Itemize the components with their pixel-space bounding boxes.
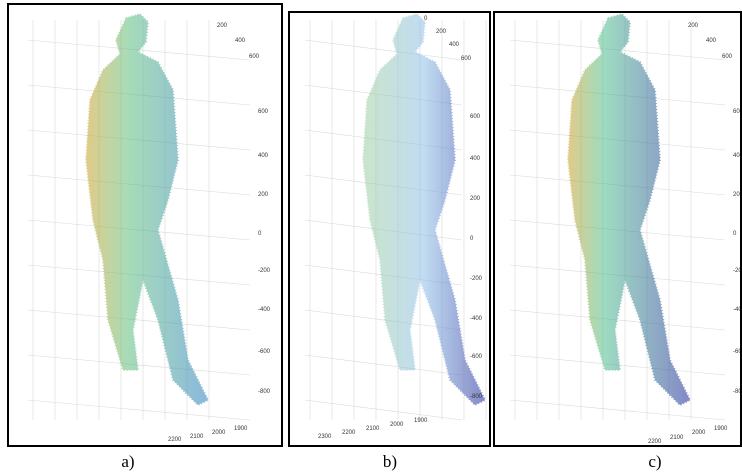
grid-line bbox=[304, 39, 463, 61]
point-cloud bbox=[361, 12, 487, 407]
point-cloud bbox=[84, 12, 210, 407]
z-tick-label: -400 bbox=[733, 307, 742, 313]
y-tick-label: 400 bbox=[449, 42, 460, 48]
z-tick-label: -400 bbox=[470, 316, 483, 322]
z-tick-label: -600 bbox=[258, 349, 271, 355]
grid-line bbox=[509, 309, 726, 331]
y-tick-label: 600 bbox=[249, 54, 260, 60]
y-tick-label: 200 bbox=[436, 29, 447, 35]
x-tick-label: 2100 bbox=[190, 434, 204, 440]
point-cloud bbox=[566, 12, 692, 407]
grid-line bbox=[27, 399, 251, 421]
panel-label: a) bbox=[121, 452, 134, 471]
z-tick-label: 600 bbox=[470, 114, 481, 120]
z-tick-label: 0 bbox=[733, 231, 737, 237]
z-tick-label: 200 bbox=[470, 196, 481, 202]
y-tick-label: 400 bbox=[706, 38, 717, 44]
x-tick-label: 2200 bbox=[342, 430, 356, 436]
z-tick-label: 600 bbox=[733, 109, 742, 115]
x-tick-label: 2300 bbox=[318, 434, 332, 440]
y-tick-label: 400 bbox=[235, 38, 246, 44]
panel: 6004002000-200-400-600-80020040060022002… bbox=[509, 12, 742, 445]
z-tick-label: 400 bbox=[258, 153, 269, 159]
grid-line bbox=[27, 309, 251, 331]
panel-label: b) bbox=[383, 452, 397, 471]
x-tick-label: 1900 bbox=[234, 426, 248, 432]
panel-label: c) bbox=[648, 452, 661, 471]
z-tick-label: 600 bbox=[258, 109, 269, 115]
z-tick-label: 0 bbox=[258, 231, 262, 237]
x-tick-label: 2200 bbox=[168, 437, 182, 443]
z-tick-label: -200 bbox=[733, 268, 742, 274]
panel-border bbox=[288, 11, 491, 447]
z-tick-label: 200 bbox=[733, 192, 742, 198]
z-tick-label: 400 bbox=[733, 153, 742, 159]
x-tick-label: 2000 bbox=[390, 422, 404, 428]
y-tick-label: 600 bbox=[722, 54, 733, 60]
z-tick-label: 200 bbox=[258, 192, 269, 198]
z-tick-label: -600 bbox=[470, 354, 483, 360]
z-tick-label: -400 bbox=[258, 307, 271, 313]
z-tick-label: -800 bbox=[733, 389, 742, 395]
y-tick-label: 200 bbox=[217, 23, 228, 29]
y-tick-label: 0 bbox=[424, 16, 428, 22]
x-tick-label: 2000 bbox=[692, 430, 706, 436]
z-tick-label: 0 bbox=[470, 236, 474, 242]
panel-border bbox=[493, 11, 742, 447]
x-tick-label: 2000 bbox=[212, 430, 226, 436]
z-tick-label: 400 bbox=[470, 156, 481, 162]
grid-line bbox=[304, 399, 463, 421]
y-tick-label: 600 bbox=[461, 56, 472, 62]
z-tick-label: -800 bbox=[470, 394, 483, 400]
x-tick-label: 1900 bbox=[414, 418, 428, 424]
z-tick-label: -200 bbox=[470, 276, 483, 282]
x-tick-label: 1900 bbox=[714, 426, 728, 432]
y-tick-label: 200 bbox=[688, 23, 699, 29]
x-tick-label: 2200 bbox=[648, 439, 662, 445]
grid-line bbox=[304, 309, 463, 331]
panel: 6004002000-200-400-600-80002004006002300… bbox=[304, 12, 487, 440]
z-tick-label: -600 bbox=[733, 349, 742, 355]
panel-border bbox=[7, 3, 283, 447]
z-tick-label: -200 bbox=[258, 268, 271, 274]
x-tick-label: 2100 bbox=[670, 435, 684, 441]
z-tick-label: -800 bbox=[258, 389, 271, 395]
grid-line bbox=[27, 354, 251, 376]
grid-line bbox=[304, 354, 463, 376]
x-tick-label: 2100 bbox=[366, 426, 380, 432]
grid-line bbox=[509, 399, 726, 421]
